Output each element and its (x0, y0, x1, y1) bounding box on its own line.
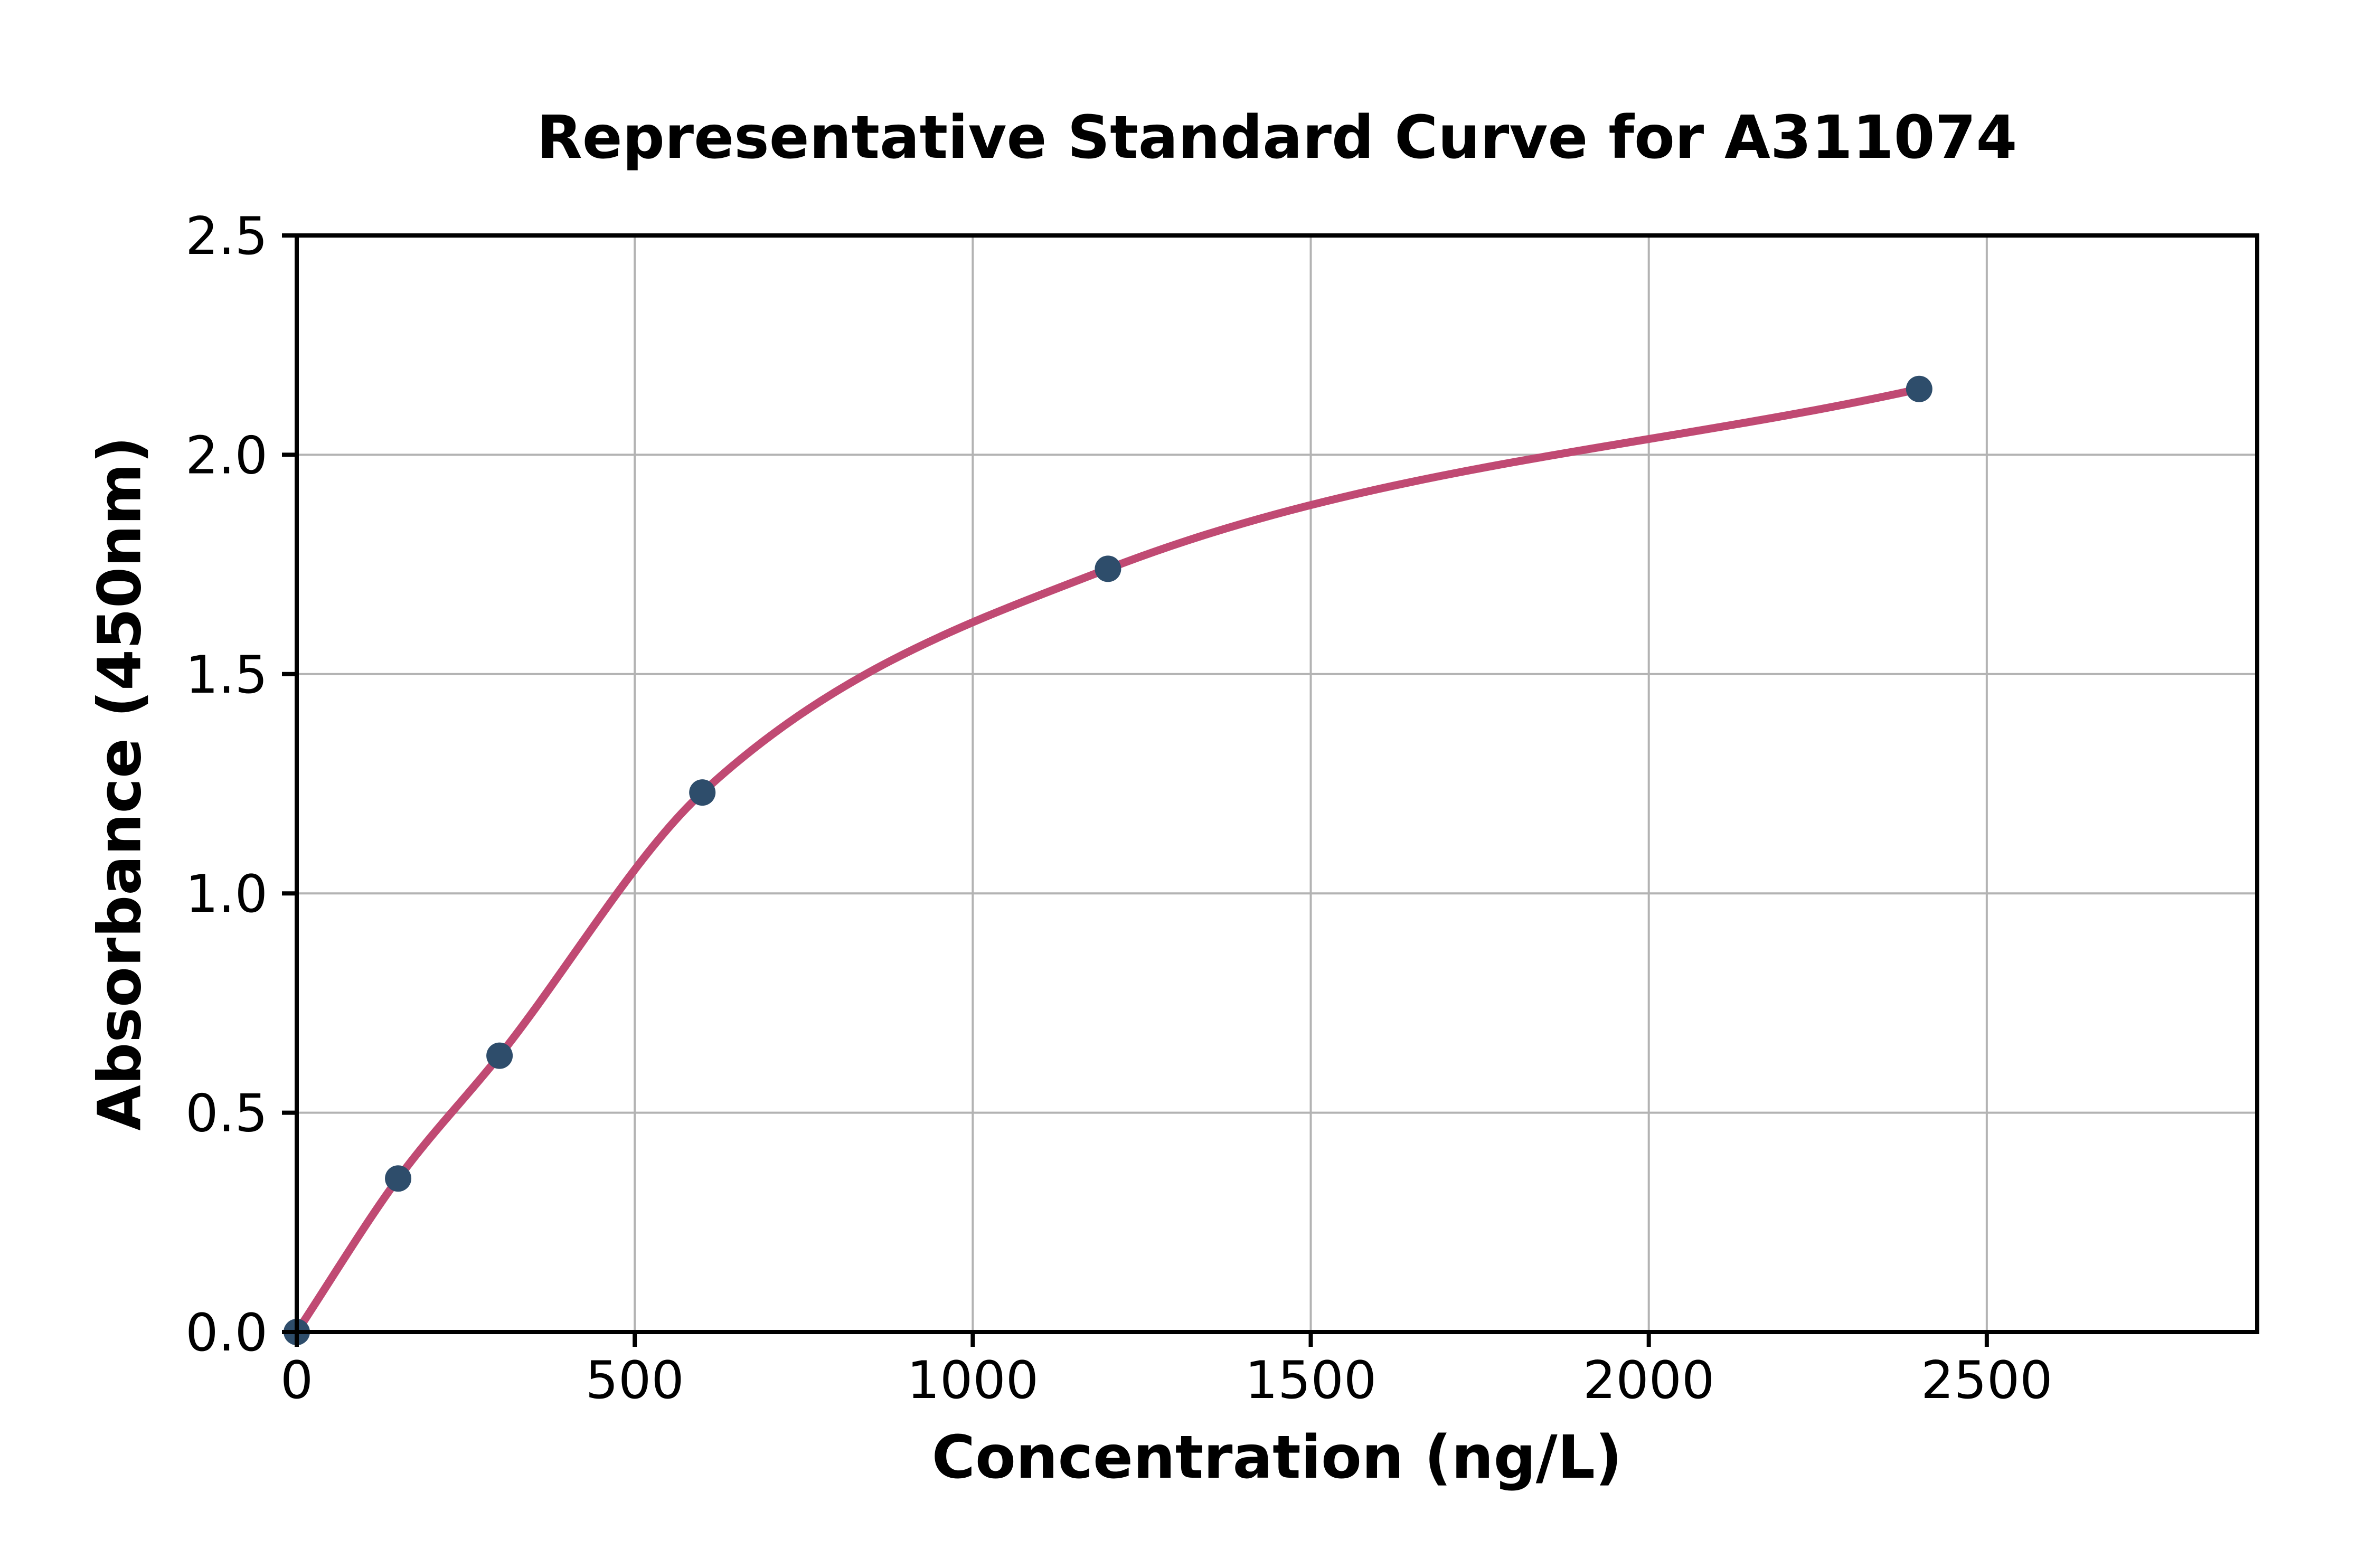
y-tick-label: 1.5 (185, 645, 268, 705)
chart-title: Representative Standard Curve for A31107… (536, 103, 2017, 172)
x-tick-label: 2500 (1921, 1350, 2052, 1411)
data-point (1906, 375, 1932, 402)
data-point (385, 1165, 412, 1192)
x-axis-label: Concentration (ng/L) (931, 1423, 1623, 1492)
y-tick-label: 1.0 (185, 864, 268, 924)
x-tick-label: 500 (586, 1350, 684, 1411)
fitted-curve (293, 385, 1924, 1336)
data-point (1095, 555, 1121, 582)
y-tick-label: 0.0 (185, 1303, 268, 1363)
x-tick-label: 2000 (1583, 1350, 1714, 1411)
plot-frame (295, 233, 2259, 1334)
data-point (689, 779, 716, 806)
data-point (486, 1042, 513, 1069)
x-tick-label: 1500 (1245, 1350, 1376, 1411)
y-tick-label: 2.0 (185, 426, 268, 486)
x-tick-label: 1000 (907, 1350, 1039, 1411)
y-tick-label: 0.5 (185, 1084, 268, 1144)
y-tick-label: 2.5 (185, 206, 268, 267)
x-tick-label: 0 (280, 1350, 313, 1411)
